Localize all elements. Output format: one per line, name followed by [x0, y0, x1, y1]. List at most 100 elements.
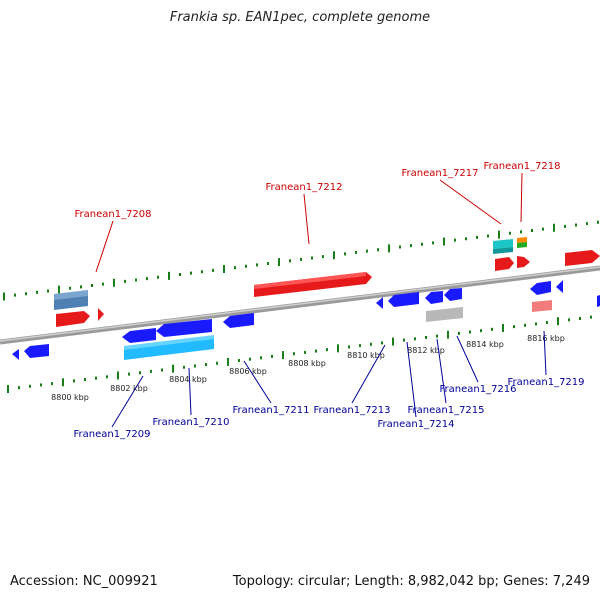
major-tick-mark — [553, 223, 555, 232]
major-tick-mark — [333, 251, 335, 260]
minor-tick-dot — [421, 242, 423, 246]
tick-label: 8802 kbp — [110, 384, 148, 393]
minor-tick-dot — [260, 356, 262, 360]
minor-tick-dot — [564, 224, 566, 228]
minor-tick-dot — [491, 327, 493, 331]
minor-tick-dot — [73, 379, 75, 383]
gene-label: Franean1_7214 — [377, 419, 454, 430]
minor-tick-dot — [14, 293, 16, 297]
minor-tick-dot — [106, 375, 108, 379]
tick-label: 8804 kbp — [169, 375, 207, 384]
gene-label-leader — [543, 330, 547, 376]
gene-label-leader — [456, 335, 479, 383]
genome-summary: Topology: circular; Length: 8,982,042 bp… — [232, 574, 590, 589]
minor-tick-dot — [135, 278, 137, 282]
minor-tick-dot — [359, 344, 361, 348]
minor-tick-dot — [436, 334, 438, 338]
tick-labels: 8800 kbp 8802 kbp 8804 kbp 8806 kbp 8808 kbp… — [51, 334, 565, 402]
gene-feature — [12, 349, 19, 360]
minor-tick-dot — [458, 331, 460, 335]
minor-tick-dot — [300, 257, 302, 261]
major-tick-mark — [113, 278, 115, 287]
minor-tick-dot — [84, 378, 86, 382]
minor-tick-dot — [293, 352, 295, 356]
reverse-features[interactable] — [12, 280, 600, 360]
minor-tick-dot — [234, 266, 236, 270]
major-tick-mark — [502, 323, 504, 332]
tick-label: 8816 kbp — [527, 334, 565, 343]
minor-tick-dot — [531, 229, 533, 232]
minor-tick-dot — [102, 282, 104, 286]
major-tick-mark — [7, 385, 9, 394]
minor-tick-dot — [469, 330, 471, 334]
tick-label: 8810 kbp — [347, 351, 385, 360]
minor-tick-dot — [575, 223, 577, 227]
minor-tick-dot — [271, 354, 273, 358]
minor-tick-dot — [370, 342, 372, 346]
minor-tick-dot — [546, 321, 548, 325]
minor-tick-dot — [128, 372, 130, 376]
gene-label: Franean1_7215 — [407, 405, 484, 416]
minor-tick-dot — [465, 237, 467, 241]
gene-label-leader — [95, 220, 114, 273]
minor-tick-dot — [480, 329, 482, 333]
minor-tick-dot — [212, 268, 214, 272]
gene-label: Franean1_7208 — [74, 209, 151, 220]
minor-tick-dot — [179, 273, 181, 276]
gene-feature — [493, 247, 513, 254]
minor-tick-dot — [18, 386, 20, 390]
minor-tick-dot — [535, 322, 537, 326]
minor-tick-dot — [289, 259, 291, 263]
tick-label: 8800 kbp — [51, 393, 89, 402]
minor-tick-dot — [157, 275, 159, 279]
gene-label: Franean1_7217 — [401, 168, 478, 179]
gene-feature — [122, 328, 156, 343]
minor-tick-dot — [597, 220, 599, 224]
major-tick-mark — [282, 351, 284, 360]
major-tick-mark — [392, 337, 394, 346]
minor-tick-dot — [256, 263, 258, 267]
genome-backbone — [0, 265, 600, 345]
gene-label-leader — [243, 360, 272, 404]
minor-tick-dot — [69, 286, 71, 290]
minor-tick-dot — [487, 234, 489, 238]
major-tick-mark — [58, 285, 60, 294]
gene-feature — [556, 280, 563, 293]
minor-tick-dot — [245, 264, 247, 268]
gene-label: Franean1_7212 — [265, 182, 342, 193]
minor-tick-dot — [403, 338, 405, 342]
minor-tick-dot — [344, 252, 346, 256]
minor-tick-dot — [425, 335, 427, 339]
accession-label: Accession: NC_009921 — [10, 574, 158, 589]
major-tick-mark — [557, 317, 559, 326]
major-tick-mark — [337, 344, 339, 353]
minor-tick-dot — [190, 271, 192, 275]
forward-features[interactable] — [54, 237, 600, 327]
minor-tick-dot — [216, 361, 218, 365]
major-tick-mark — [278, 258, 280, 267]
minor-tick-dot — [150, 369, 152, 373]
minor-tick-dot — [29, 384, 31, 388]
minor-tick-dot — [205, 363, 207, 367]
gene-feature — [24, 344, 49, 358]
tick-label: 8808 kbp — [288, 359, 326, 368]
minor-tick-dot — [322, 255, 324, 259]
minor-tick-dot — [139, 371, 141, 375]
minor-tick-dot — [454, 238, 456, 242]
gene-label-leader — [351, 344, 386, 404]
minor-tick-dot — [326, 348, 328, 352]
gene-label-leader — [520, 172, 523, 223]
minor-tick-dot — [399, 245, 401, 249]
minor-tick-dot — [476, 235, 478, 239]
major-tick-mark — [498, 230, 500, 239]
minor-tick-dot — [520, 230, 522, 234]
minor-tick-dot — [238, 359, 240, 363]
minor-tick-dot — [590, 315, 592, 319]
gene-feature — [444, 288, 462, 301]
minor-tick-dot — [579, 316, 581, 320]
gene-feature — [156, 319, 212, 337]
minor-tick-dot — [249, 357, 251, 361]
gene-feature — [495, 257, 514, 271]
major-tick-mark — [117, 371, 119, 380]
